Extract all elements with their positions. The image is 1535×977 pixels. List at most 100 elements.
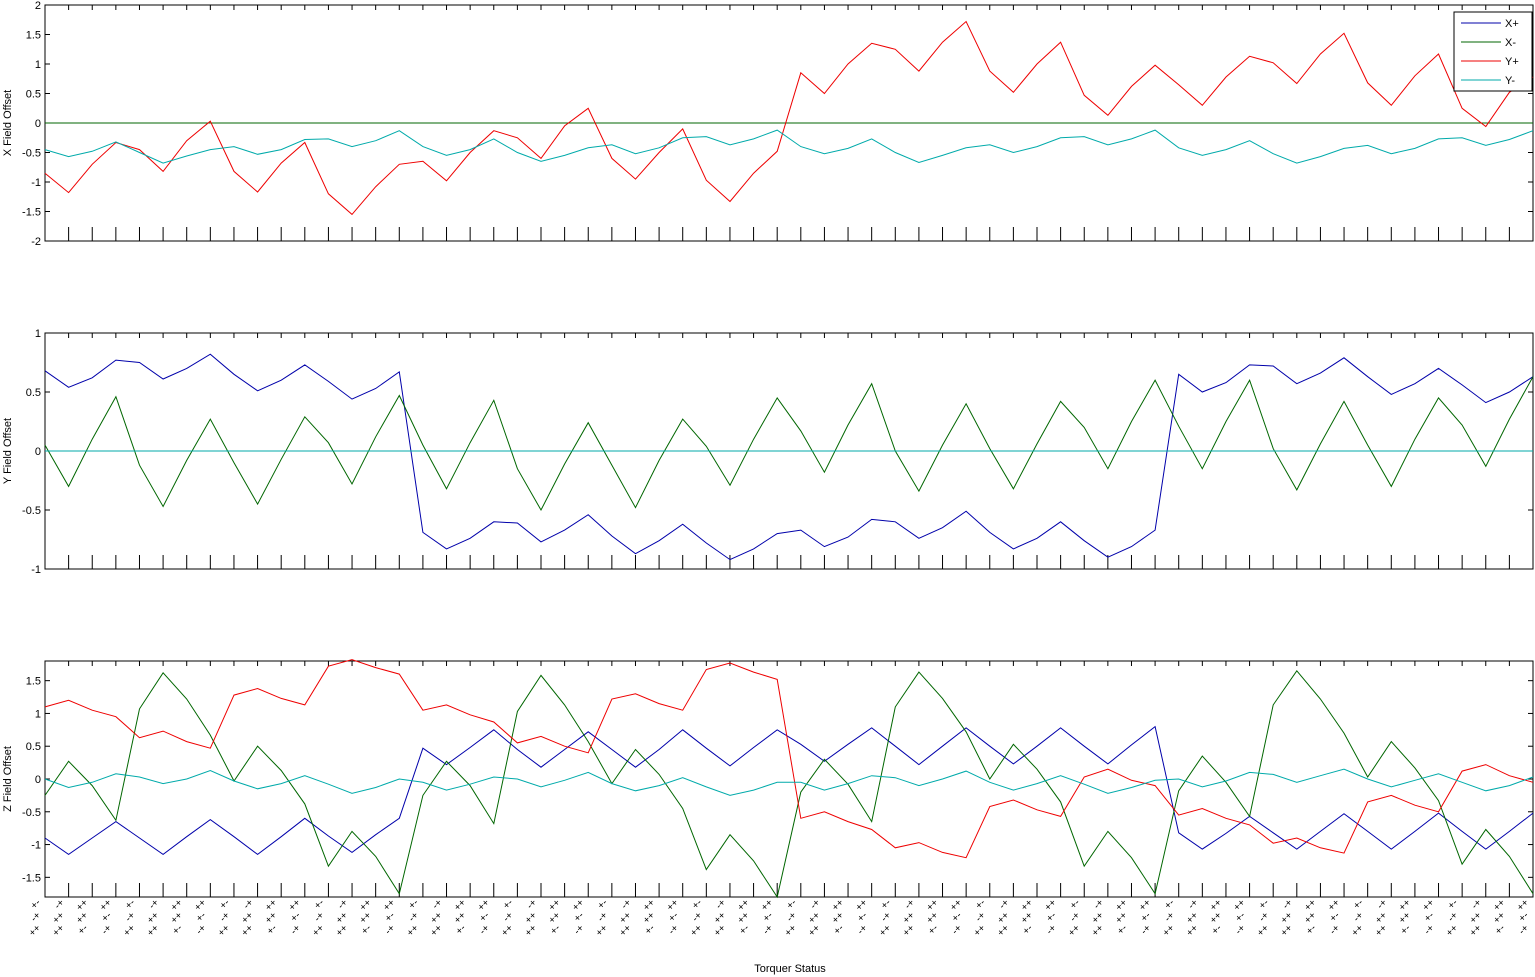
x-category-glyph: +-: [1115, 923, 1129, 937]
x-category-glyph: ++: [972, 923, 988, 939]
x-category-glyph: +-: [832, 923, 846, 937]
x-category-mark: +++++-: [1114, 897, 1130, 937]
y-tick-label: 1.5: [26, 676, 41, 688]
x-category-glyph: +-: [1068, 897, 1082, 911]
x-category-mark: +++++-: [641, 897, 657, 937]
y-tick-label: 0.5: [26, 741, 41, 753]
x-category-glyph: ++: [1444, 923, 1460, 939]
y-tick-label: 1.5: [26, 30, 41, 42]
x-category-glyph: +-: [761, 910, 775, 924]
x-category-glyph: ++: [1066, 923, 1082, 939]
x-category-glyph: +-: [737, 923, 751, 937]
x-category-glyph: +-: [407, 897, 421, 911]
series-line-xminus: [44, 376, 1534, 512]
y-tick-label: -1: [31, 177, 41, 189]
series-line-yplus: [44, 20, 1534, 216]
x-category-glyph: ++: [807, 923, 823, 939]
x-category-mark: +++++-: [1019, 897, 1035, 937]
x-category-glyph: +-: [974, 897, 988, 911]
x-category-glyph: ++: [1090, 923, 1106, 939]
x-category-glyph: +-: [1139, 910, 1153, 924]
x-category-glyph: -+: [1163, 910, 1177, 924]
y-tick-label: 1: [35, 708, 41, 720]
x-category-mark: +++++-: [1303, 897, 1319, 937]
y-tick-label: -1.5: [22, 872, 41, 884]
x-category-mark: +++++-: [452, 897, 468, 937]
x-category-glyph: +-: [478, 910, 492, 924]
x-category-glyph: -+: [383, 923, 397, 937]
x-category-glyph: -+: [1352, 910, 1366, 924]
x-category-glyph: -+: [856, 923, 870, 937]
legend-label-y-minus: Y-: [1505, 75, 1515, 87]
legend-label-x-minus: X-: [1505, 37, 1516, 49]
x-category-glyph: ++: [145, 923, 161, 939]
x-category-glyph: +-: [194, 910, 208, 924]
x-category-glyph: +-: [1210, 923, 1224, 937]
x-category-glyph: +-: [454, 923, 468, 937]
x-category-glyph: -+: [974, 910, 988, 924]
x-category-glyph: -+: [52, 897, 66, 911]
x-category-glyph: -+: [714, 897, 728, 911]
legend-label-x-plus: X+: [1505, 18, 1519, 30]
x-category-mark: +++++-: [925, 897, 941, 937]
x-category-glyph: +-: [383, 910, 397, 924]
series-line-xplus: [44, 353, 1534, 561]
x-category-glyph: -+: [879, 910, 893, 924]
y-tick-label: 0: [35, 446, 41, 458]
x-category-glyph: ++: [1279, 923, 1295, 939]
x-category-glyph: -+: [1422, 923, 1436, 937]
x-category-glyph: ++: [688, 923, 704, 939]
y-tick-label: 1: [35, 328, 41, 340]
legend-entry-2: Y+: [1461, 56, 1519, 68]
x-category-mark: +--+++: [688, 897, 704, 939]
x-category-glyph: +-: [265, 923, 279, 937]
ylabel-x-field: X Field Offset: [2, 90, 14, 156]
x-category-glyph: +-: [1163, 897, 1177, 911]
x-category-glyph: -+: [29, 910, 43, 924]
x-category-glyph: +-: [1044, 910, 1058, 924]
y-tick-label: 0: [35, 118, 41, 130]
x-category-glyph: ++: [27, 923, 43, 939]
x-category-glyph: +-: [29, 897, 43, 911]
y-tick-label: -1: [31, 840, 41, 852]
y-tick-label: 2: [35, 0, 41, 12]
x-category-glyph: ++: [712, 923, 728, 939]
x-category-glyph: +-: [1352, 897, 1366, 911]
x-category-glyph: +-: [596, 897, 610, 911]
x-category-glyph: -+: [1375, 897, 1389, 911]
x-category-glyph: -+: [667, 923, 681, 937]
x-category-glyph: ++: [51, 923, 67, 939]
x-category-glyph: -+: [761, 923, 775, 937]
x-category-glyph: ++: [499, 923, 515, 939]
x-category-glyph: ++: [1373, 923, 1389, 939]
x-category-glyph: ++: [1350, 923, 1366, 939]
x-category-glyph: -+: [572, 923, 586, 937]
series-line-yminus: [44, 768, 1534, 796]
x-category-glyph: +-: [856, 910, 870, 924]
x-category-glyph: +-: [1328, 910, 1342, 924]
x-category-glyph: -+: [1281, 897, 1295, 911]
x-category-glyph: ++: [594, 923, 610, 939]
x-category-mark: +++++-: [358, 897, 374, 937]
x-category-mark: +++++-: [1491, 897, 1507, 937]
x-category-glyph: -+: [407, 910, 421, 924]
x-category-glyph: ++: [995, 923, 1011, 939]
legend-entry-0: X+: [1461, 18, 1519, 30]
x-category-glyph: +-: [1304, 923, 1318, 937]
x-category-glyph: -+: [903, 897, 917, 911]
x-category-glyph: -+: [997, 897, 1011, 911]
x-category-glyph: +-: [1422, 910, 1436, 924]
x-category-glyph: +-: [123, 897, 137, 911]
x-category-glyph: +-: [1257, 897, 1271, 911]
x-category-glyph: +-: [548, 923, 562, 937]
series-line-xminus: [44, 669, 1534, 899]
x-category-glyph: +-: [218, 897, 232, 911]
x-category-glyph: ++: [405, 923, 421, 939]
x-category-glyph: -+: [1068, 910, 1082, 924]
x-category-glyph: -+: [100, 923, 114, 937]
y-tick-label: -0.5: [22, 807, 41, 819]
legend-box: [1453, 11, 1533, 92]
x-category-glyph: +-: [690, 897, 704, 911]
x-category-glyph: ++: [523, 923, 539, 939]
